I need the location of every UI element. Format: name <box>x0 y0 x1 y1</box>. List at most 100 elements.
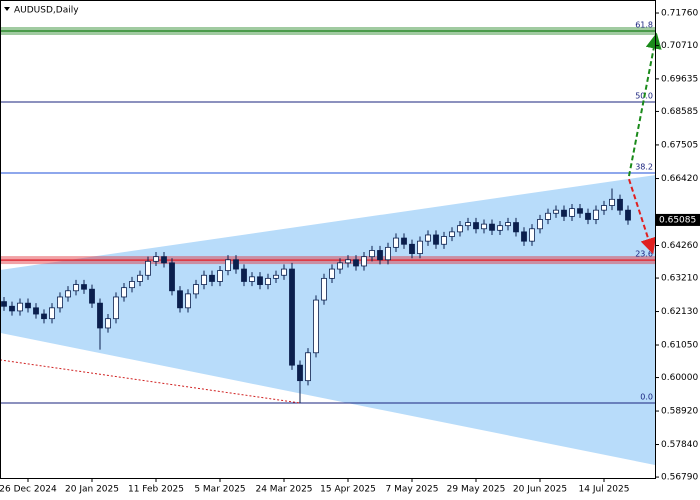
candle-body <box>297 364 303 382</box>
y-tick-label: 0.67505 <box>661 140 698 150</box>
candle-body <box>449 231 455 237</box>
candle-body <box>209 274 215 282</box>
candle-body <box>73 284 79 292</box>
candle-body <box>49 307 55 320</box>
candle-body <box>329 268 335 279</box>
fib-label: 0.0 <box>640 392 653 401</box>
plot-frame <box>0 0 656 479</box>
candle-body <box>585 212 591 220</box>
candle-body <box>177 290 183 309</box>
candle-body <box>129 281 135 289</box>
candle-body <box>305 352 311 382</box>
candle-body <box>609 198 615 206</box>
candle-body <box>505 222 511 227</box>
y-tick-label: 0.69635 <box>661 74 698 84</box>
candle-body <box>17 302 23 312</box>
candle-body <box>497 225 503 231</box>
candle-body <box>1 301 7 307</box>
candle-body <box>601 205 607 211</box>
candle-body <box>337 262 343 270</box>
candle-body <box>97 302 103 329</box>
forecast-arrow <box>628 178 656 255</box>
x-tick-label: 20 Jun 2025 <box>513 485 567 495</box>
candle-body <box>433 234 439 245</box>
candle-body <box>409 243 415 254</box>
x-tick-label: 7 May 2025 <box>386 485 439 495</box>
y-tick-label: 0.68585 <box>661 107 698 117</box>
chart-title: AUDUSD,Daily <box>14 6 79 16</box>
y-tick-label: 0.70710 <box>661 41 698 51</box>
candle-body <box>65 290 71 298</box>
candle-body <box>265 277 271 285</box>
candle-body <box>417 240 423 254</box>
y-tick-label: 0.60000 <box>661 373 698 383</box>
candle-body <box>289 268 295 366</box>
candle-body <box>425 234 431 242</box>
candle-body <box>569 208 575 217</box>
candle-body <box>553 209 559 214</box>
candle-body <box>345 259 351 264</box>
candle-body <box>137 274 143 282</box>
candle-body <box>473 222 479 230</box>
candle-body <box>241 268 247 282</box>
candle-body <box>369 250 375 258</box>
candle-body <box>385 246 391 261</box>
candle-body <box>113 296 119 320</box>
candle-body <box>33 307 39 315</box>
candle-body <box>465 222 471 227</box>
candle-body <box>577 208 583 214</box>
candle-body <box>273 274 279 279</box>
support-line <box>0 359 301 404</box>
candle-body <box>57 296 63 309</box>
candle-body <box>121 287 127 298</box>
candle-body <box>9 305 15 312</box>
candle-body <box>593 209 599 220</box>
y-tick-label: 0.62130 <box>661 307 698 317</box>
candle-body <box>401 237 407 245</box>
candle-body <box>153 256 159 262</box>
candle-body <box>545 212 551 220</box>
candle-body <box>81 284 87 290</box>
candle-body <box>225 259 231 272</box>
fib-label: 61.8 <box>635 20 653 29</box>
candle-body <box>481 223 487 230</box>
x-tick-label: 11 Feb 2025 <box>128 485 184 495</box>
candle-body <box>145 260 151 276</box>
candle-body <box>313 299 319 354</box>
candle-body <box>537 219 543 230</box>
y-tick-label: 0.57840 <box>661 440 698 450</box>
candle-body <box>353 259 359 267</box>
current-price-label: 0.65085 <box>659 215 696 225</box>
y-tick-label: 0.63210 <box>661 274 698 284</box>
current-price-box <box>656 213 700 226</box>
x-tick-label: 24 Mar 2025 <box>255 485 312 495</box>
x-tick-label: 5 Mar 2025 <box>194 485 245 495</box>
candle-body <box>25 302 31 309</box>
candle-body <box>41 313 47 320</box>
y-tick-label: 0.71760 <box>661 9 698 19</box>
y-tick-label: 0.58920 <box>661 407 698 417</box>
candle-body <box>513 222 519 233</box>
y-tick-label: 0.64260 <box>661 241 698 251</box>
forecast-arrow <box>628 32 662 177</box>
y-tick-label: 0.61050 <box>661 341 698 351</box>
y-tick-label: 0.56790 <box>661 473 698 483</box>
candle-body <box>377 250 383 261</box>
candle-body <box>489 223 495 231</box>
x-tick-label: 15 Apr 2025 <box>320 485 376 495</box>
x-tick-label: 14 Jul 2025 <box>579 485 630 495</box>
candle-body <box>321 277 327 301</box>
y-tick-label: 0.66420 <box>661 174 698 184</box>
x-tick-label: 20 Jan 2025 <box>65 485 119 495</box>
candle-body <box>105 318 111 329</box>
title-menu-icon <box>4 7 10 11</box>
candle-body <box>185 293 191 309</box>
candle-body <box>617 198 623 211</box>
candle-body <box>201 274 207 285</box>
fib-label: 38.2 <box>635 162 653 171</box>
candle-body <box>625 209 631 221</box>
x-tick-label: 26 Dec 2024 <box>0 485 57 495</box>
candle-body <box>393 237 399 248</box>
candle-body <box>441 236 447 245</box>
candle-body <box>249 276 255 282</box>
